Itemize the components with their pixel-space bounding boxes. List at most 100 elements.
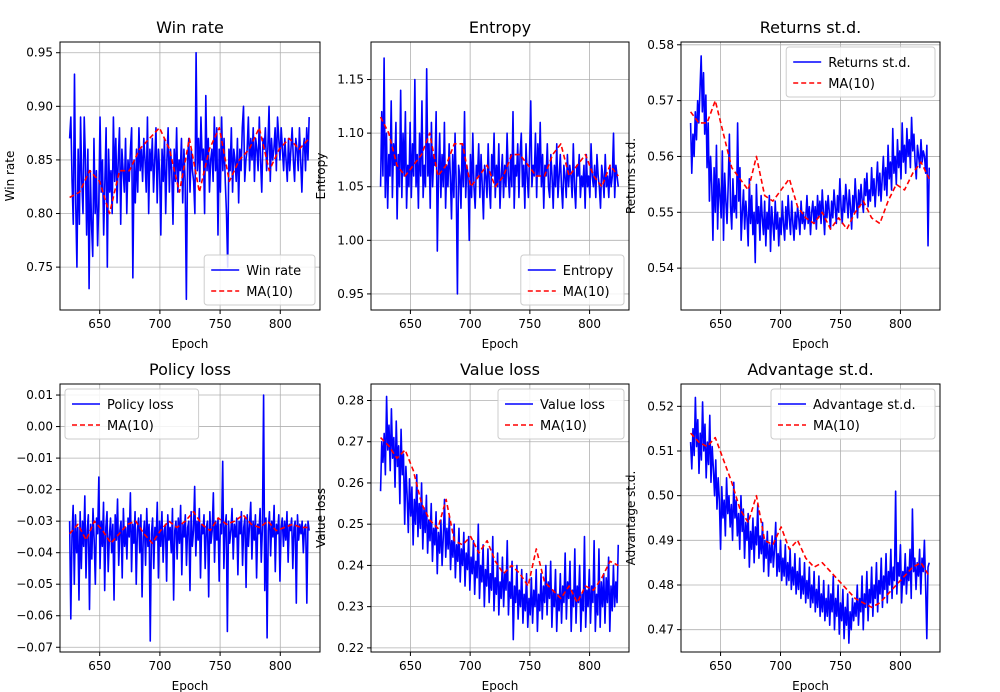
x-tick-label: 750 bbox=[209, 659, 232, 673]
subplot-policy-loss: 650 700 750 800 −0.07 −0.06 −0.05 −0.04 −0.03 −0.… bbox=[16, 360, 321, 692]
chart-title: Value loss bbox=[460, 360, 540, 379]
y-tick-label: 0.56 bbox=[647, 149, 674, 163]
x-tick-label: 650 bbox=[88, 659, 111, 673]
y-tick-label: 0.51 bbox=[647, 444, 674, 458]
y-axis-label: Advantage st.d. bbox=[624, 471, 638, 566]
y-tick-label: 1.10 bbox=[337, 126, 364, 140]
y-tick-label: 1.00 bbox=[337, 233, 364, 247]
x-tick-label: 650 bbox=[399, 659, 422, 673]
axes-frame bbox=[59, 383, 321, 653]
axes-frame bbox=[370, 383, 630, 653]
series-line-advantage-st-d bbox=[689, 396, 930, 644]
x-tick-label: 800 bbox=[578, 659, 601, 673]
axes-frame bbox=[680, 383, 941, 653]
legend-label-ma-10: MA(10) bbox=[246, 285, 293, 300]
y-tick-label: 0.55 bbox=[647, 205, 674, 219]
y-axis-label: Win rate bbox=[3, 151, 17, 202]
series-line-ma-10 bbox=[379, 437, 619, 604]
axes-frame bbox=[59, 41, 321, 311]
x-tick-label: 700 bbox=[769, 317, 792, 331]
series-line-win-rate bbox=[68, 51, 310, 301]
y-tick-label: −0.06 bbox=[16, 609, 53, 623]
legend: Win rate MA(10) bbox=[203, 254, 316, 306]
y-tick-label: 0.01 bbox=[26, 388, 53, 402]
y-tick-label: 0.95 bbox=[337, 287, 364, 301]
x-tick-label: 700 bbox=[148, 659, 171, 673]
y-tick-label: 0.47 bbox=[647, 623, 674, 637]
chart-title: Win rate bbox=[156, 18, 224, 37]
x-tick-label: 750 bbox=[518, 317, 541, 331]
x-tick-label: 800 bbox=[578, 317, 601, 331]
x-axis-label: Epoch bbox=[482, 679, 519, 692]
legend: Policy loss MA(10) bbox=[64, 388, 200, 440]
chart-title: Policy loss bbox=[149, 360, 231, 379]
y-tick-label: 0.50 bbox=[647, 489, 674, 503]
y-tick-label: 0.48 bbox=[647, 578, 674, 592]
y-tick-label: 0.24 bbox=[337, 558, 364, 572]
y-tick-label: 0.57 bbox=[647, 94, 674, 108]
subplot-advantage-st-d: 650 700 750 800 0.47 0.48 0.49 0.50 0.51 0.52 Adva… bbox=[624, 360, 941, 692]
subplot-win-rate: 650 700 750 800 0.75 0.80 0.85 0.90 0.95 Win rate… bbox=[3, 18, 321, 351]
legend: Entropy MA(10) bbox=[520, 254, 625, 306]
x-tick-label: 800 bbox=[269, 659, 292, 673]
legend-box bbox=[520, 254, 625, 306]
chart-title: Returns st.d. bbox=[760, 18, 861, 37]
chart-title: Entropy bbox=[469, 18, 531, 37]
legend-label-advantage-st-d: Advantage st.d. bbox=[813, 398, 916, 413]
legend-label-entropy: Entropy bbox=[563, 264, 614, 279]
y-tick-label: 0.23 bbox=[337, 600, 364, 614]
legend: Advantage st.d. MA(10) bbox=[770, 388, 936, 440]
y-tick-label: 1.15 bbox=[337, 73, 364, 87]
y-tick-label: 0.22 bbox=[337, 641, 364, 655]
x-axis-label: Epoch bbox=[172, 337, 209, 351]
y-tick-label: 0.49 bbox=[647, 533, 674, 547]
x-axis-label: Epoch bbox=[792, 337, 829, 351]
x-tick-label: 700 bbox=[459, 317, 482, 331]
x-tick-label: 750 bbox=[518, 659, 541, 673]
x-axis-label: Epoch bbox=[792, 679, 829, 692]
y-tick-label: 0.58 bbox=[647, 38, 674, 52]
series-line-ma-10 bbox=[69, 126, 310, 215]
y-tick-label: 0.75 bbox=[26, 260, 53, 274]
legend-label-returns-st-d: Returns st.d. bbox=[828, 56, 910, 71]
legend-label-ma-10: MA(10) bbox=[563, 285, 610, 300]
legend: Value loss MA(10) bbox=[497, 388, 625, 440]
legend-box bbox=[770, 388, 936, 440]
x-tick-label: 800 bbox=[269, 317, 292, 331]
legend-label-ma-10: MA(10) bbox=[107, 419, 154, 434]
legend-box bbox=[203, 254, 316, 306]
y-tick-label: 0.85 bbox=[26, 153, 53, 167]
y-tick-label: 0.00 bbox=[26, 420, 53, 434]
series-line-ma-10 bbox=[690, 432, 930, 609]
x-tick-label: 650 bbox=[709, 317, 732, 331]
x-tick-label: 650 bbox=[709, 659, 732, 673]
y-tick-label: 0.27 bbox=[337, 435, 364, 449]
x-tick-label: 750 bbox=[829, 659, 852, 673]
y-axis-label: Entropy bbox=[314, 153, 328, 200]
series-line-ma-10 bbox=[69, 510, 310, 545]
subplot-value-loss: 650 700 750 800 0.22 0.23 0.24 0.25 0.26 0.27 0.28… bbox=[314, 360, 630, 692]
y-tick-label: −0.05 bbox=[16, 577, 53, 591]
legend-label-ma-10: MA(10) bbox=[813, 419, 860, 434]
x-tick-label: 650 bbox=[399, 317, 422, 331]
legend-box bbox=[497, 388, 625, 440]
y-tick-label: 0.26 bbox=[337, 476, 364, 490]
subplot-entropy: 650 700 750 8000.951.001.051.101.15EntropyE… bbox=[314, 18, 630, 351]
x-tick-label: 700 bbox=[148, 317, 171, 331]
x-tick-label: 800 bbox=[889, 317, 912, 331]
x-tick-label: 650 bbox=[88, 317, 111, 331]
y-tick-label: −0.07 bbox=[16, 640, 53, 654]
legend-label-value-loss: Value loss bbox=[540, 398, 605, 413]
legend-box bbox=[64, 388, 200, 440]
y-tick-label: 0.54 bbox=[647, 261, 674, 275]
y-tick-label: 0.25 bbox=[337, 517, 364, 531]
y-axis-label: Returns st.d. bbox=[624, 138, 638, 214]
y-tick-label: 1.05 bbox=[337, 180, 364, 194]
x-tick-label: 750 bbox=[209, 317, 232, 331]
axes-frame bbox=[680, 41, 941, 311]
x-tick-label: 750 bbox=[829, 317, 852, 331]
x-axis-label: Epoch bbox=[482, 337, 519, 351]
subplot-returns-st-d: 650 700 750 800 0.54 0.55 0.56 0.57 0.58 Returns … bbox=[624, 18, 941, 351]
y-tick-label: −0.01 bbox=[16, 451, 53, 465]
